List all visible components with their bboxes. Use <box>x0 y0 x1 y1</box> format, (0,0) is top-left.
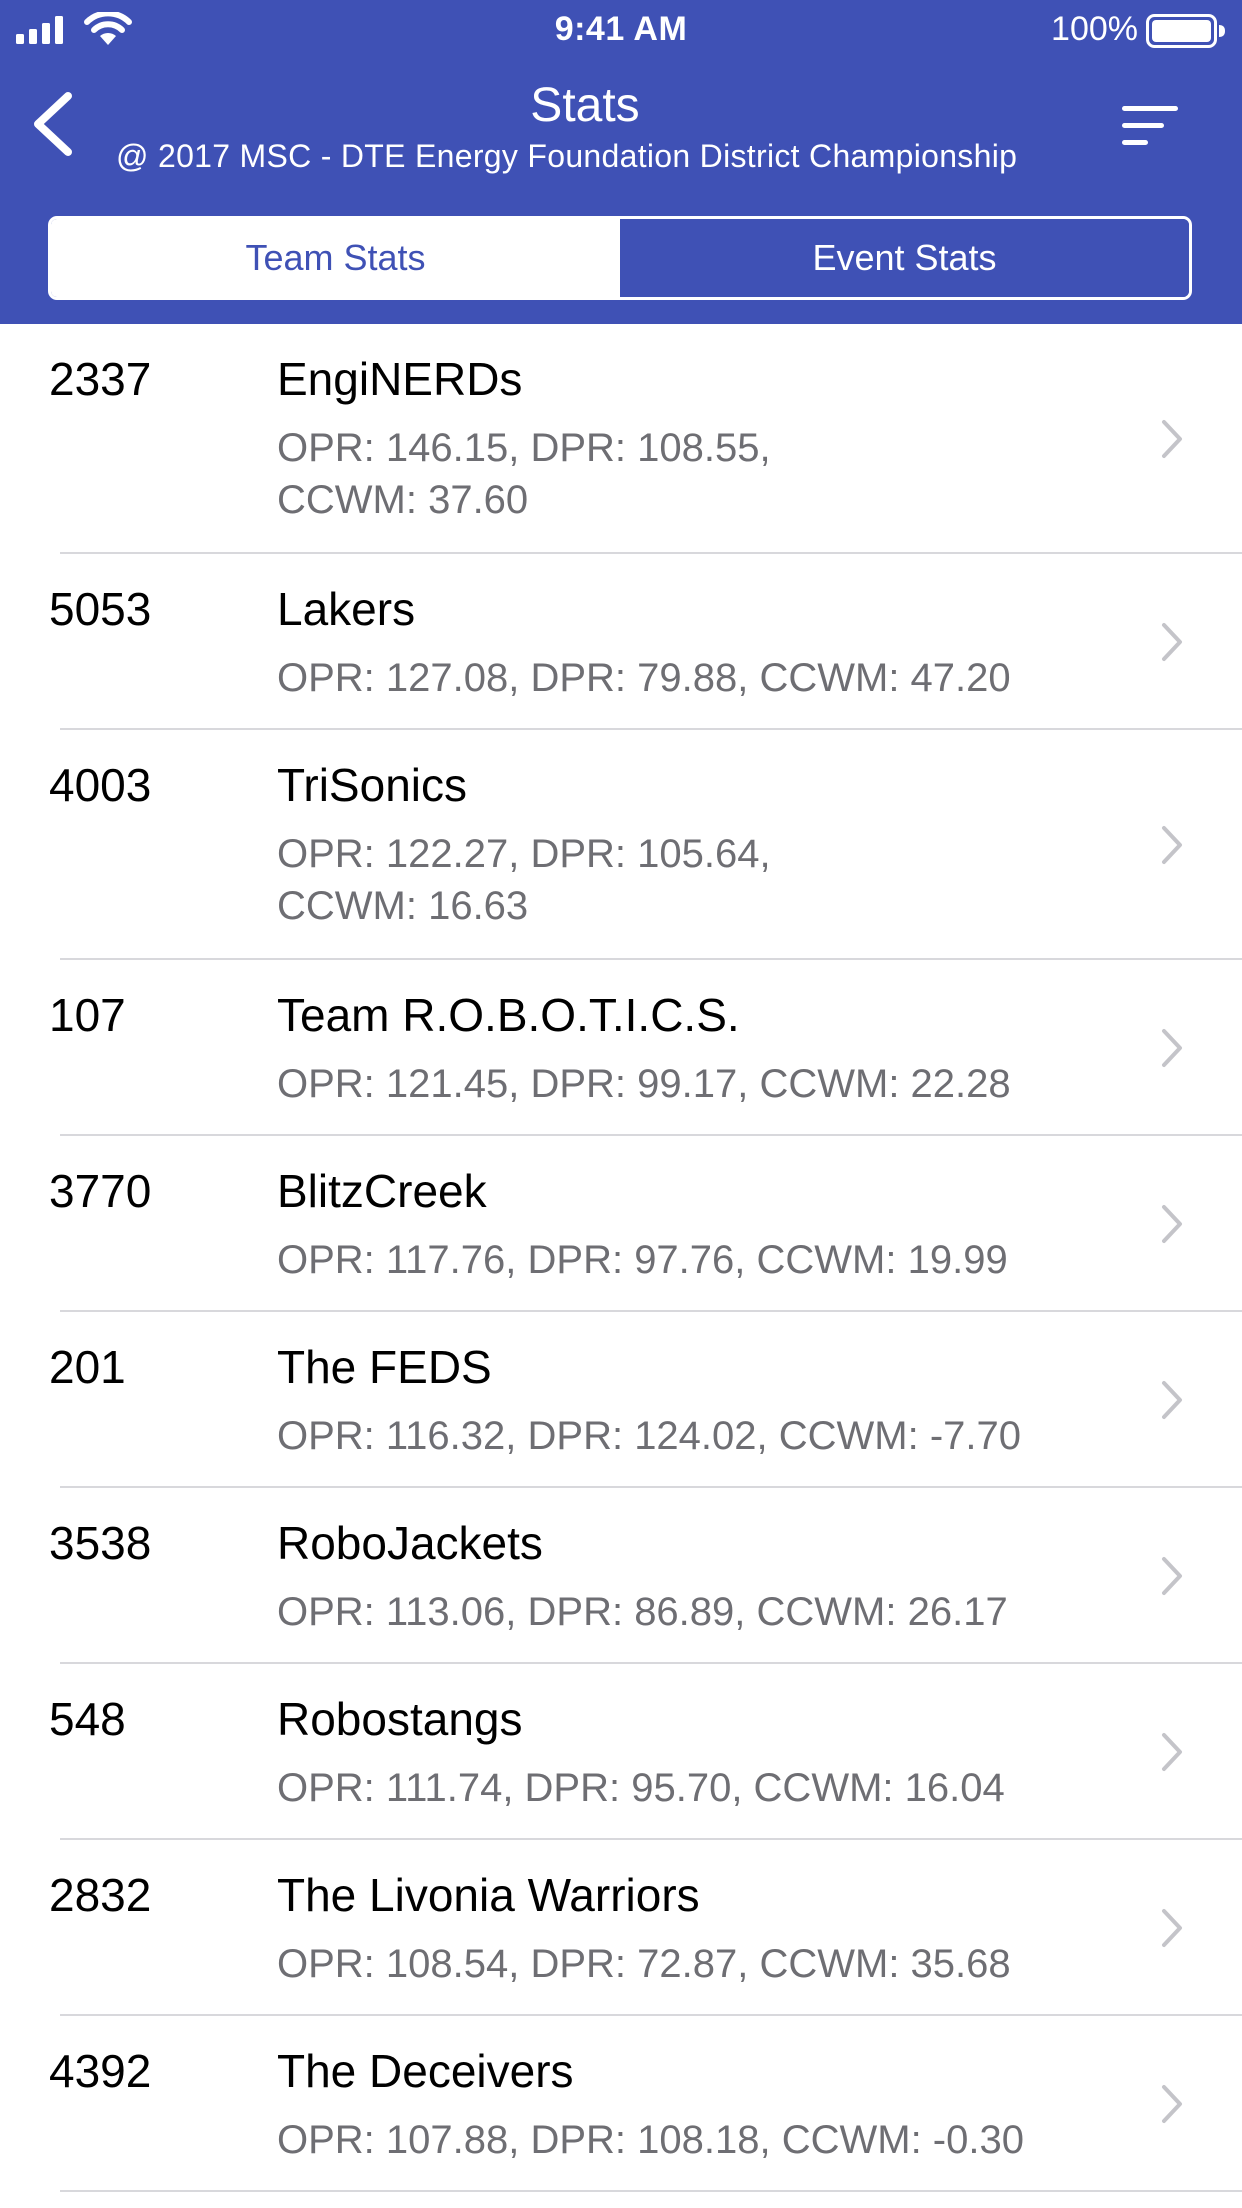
tab-event-stats[interactable]: Event Stats <box>620 219 1189 297</box>
team-row[interactable]: 2337 EngiNERDs OPR: 146.15, DPR: 108.55, C… <box>0 324 1242 554</box>
team-stats: OPR: 113.06, DPR: 86.89, CCWM: 26.17 <box>277 1590 1008 1634</box>
team-name: Robostangs <box>277 1693 523 1745</box>
chevron-right-icon <box>1162 1733 1182 1771</box>
team-name: The FEDS <box>277 1341 492 1393</box>
team-number: 5053 <box>49 583 152 635</box>
team-stats-list: 2337 EngiNERDs OPR: 146.15, DPR: 108.55, C… <box>0 324 1242 2192</box>
team-stats: OPR: 111.74, DPR: 95.70, CCWM: 16.04 <box>277 1766 1005 1810</box>
wifi-icon <box>84 12 132 45</box>
team-row[interactable]: 107 Team R.O.B.O.T.I.C.S. OPR: 121.45, DPR… <box>0 960 1242 1136</box>
team-stats: OPR: 116.32, DPR: 124.02, CCWM: -7.70 <box>277 1414 1022 1458</box>
chevron-right-icon <box>1162 623 1182 661</box>
chevron-right-icon <box>1162 1029 1182 1067</box>
team-number: 201 <box>49 1341 126 1393</box>
team-number: 3538 <box>49 1517 152 1569</box>
team-number: 3770 <box>49 1165 152 1217</box>
team-number: 2832 <box>49 1869 152 1921</box>
team-stats: OPR: 108.54, DPR: 72.87, CCWM: 35.68 <box>277 1942 1011 1986</box>
event-subtitle: @ 2017 MSC - DTE Energy Foundation Distr… <box>116 138 1018 174</box>
team-number: 4392 <box>49 2045 152 2097</box>
team-name: Lakers <box>277 583 416 635</box>
chevron-right-icon <box>1162 1557 1182 1595</box>
stats-segmented-control: Team Stats Event Stats <box>48 216 1192 300</box>
team-stats: OPR: 117.76, DPR: 97.76, CCWM: 19.99 <box>277 1238 1008 1282</box>
team-stats: OPR: 107.88, DPR: 108.18, CCWM: -0.30 <box>277 2118 1024 2162</box>
team-name: BlitzCreek <box>277 1165 487 1217</box>
cellular-signal-icon <box>16 16 63 44</box>
header: 9:41 AM 100% Stats @ 2017 MSC - DTE Ener… <box>0 0 1242 324</box>
chevron-right-icon <box>1162 1909 1182 1947</box>
chevron-right-icon <box>1162 1205 1182 1243</box>
team-name: The Livonia Warriors <box>277 1869 700 1921</box>
team-stats: OPR: 122.27, DPR: 105.64, CCWM: 16.63 <box>277 832 771 928</box>
team-stats: OPR: 146.15, DPR: 108.55, CCWM: 37.60 <box>277 426 771 522</box>
team-number: 4003 <box>49 759 152 811</box>
team-name: Team R.O.B.O.T.I.C.S. <box>277 989 740 1041</box>
battery-percentage: 100% <box>1051 10 1138 48</box>
status-bar: 9:41 AM 100% <box>0 0 1242 60</box>
status-time: 9:41 AM <box>554 10 688 48</box>
team-number: 2337 <box>49 353 152 405</box>
team-row[interactable]: 3538 RoboJackets OPR: 113.06, DPR: 86.89, … <box>0 1488 1242 1664</box>
team-row[interactable]: 548 Robostangs OPR: 111.74, DPR: 95.70, CC… <box>0 1664 1242 1840</box>
back-chevron-icon[interactable] <box>22 88 86 160</box>
team-row[interactable]: 201 The FEDS OPR: 116.32, DPR: 124.02, CCW… <box>0 1312 1242 1488</box>
chevron-right-icon <box>1162 826 1182 864</box>
tab-team-stats[interactable]: Team Stats <box>51 219 620 297</box>
team-name: EngiNERDs <box>277 353 523 405</box>
team-row[interactable]: 4392 The Deceivers OPR: 107.88, DPR: 108.1… <box>0 2016 1242 2192</box>
chevron-right-icon <box>1162 2085 1182 2123</box>
team-number: 107 <box>49 989 126 1041</box>
page-title: Stats <box>530 79 640 132</box>
navigation-bar: Stats @ 2017 MSC - DTE Energy Foundation… <box>0 60 1242 188</box>
sort-icon[interactable] <box>1122 104 1182 148</box>
team-name: TriSonics <box>277 759 467 811</box>
team-name: RoboJackets <box>277 1517 543 1569</box>
team-row[interactable]: 3770 BlitzCreek OPR: 117.76, DPR: 97.76, C… <box>0 1136 1242 1312</box>
team-stats: OPR: 121.45, DPR: 99.17, CCWM: 22.28 <box>277 1062 1011 1106</box>
team-name: The Deceivers <box>277 2045 574 2097</box>
team-row[interactable]: 4003 TriSonics OPR: 122.27, DPR: 105.64, C… <box>0 730 1242 960</box>
chevron-right-icon <box>1162 1381 1182 1419</box>
team-row[interactable]: 2832 The Livonia Warriors OPR: 108.54, DPR… <box>0 1840 1242 2016</box>
battery-icon <box>1146 14 1225 48</box>
team-number: 548 <box>49 1693 126 1745</box>
team-stats: OPR: 127.08, DPR: 79.88, CCWM: 47.20 <box>277 656 1011 700</box>
chevron-right-icon <box>1162 420 1182 458</box>
team-row[interactable]: 5053 Lakers OPR: 127.08, DPR: 79.88, CCWM:… <box>0 554 1242 730</box>
